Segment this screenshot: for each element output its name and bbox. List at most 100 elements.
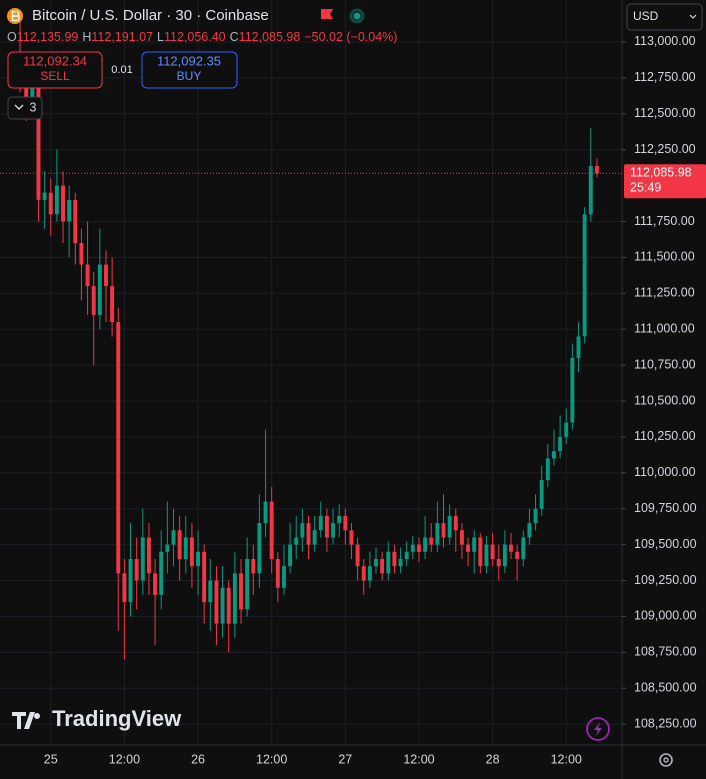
candle-body: [502, 544, 507, 567]
y-tick-label: 108,500.00: [634, 681, 697, 695]
candle-body: [67, 199, 72, 222]
y-tick-label: 110,250.00: [634, 429, 696, 443]
candle-body: [48, 192, 53, 215]
candle-body: [594, 166, 599, 174]
candle-body: [416, 544, 421, 552]
candle-body: [196, 551, 201, 567]
candle-body: [429, 537, 434, 545]
candle-body: [459, 530, 464, 545]
candle-body: [300, 523, 305, 538]
candle-body: [367, 566, 372, 581]
lightning-button[interactable]: [586, 717, 610, 741]
candle-body: [183, 537, 188, 560]
candle-body: [521, 537, 526, 560]
indicator-count: 3: [30, 100, 37, 114]
candle-body: [245, 559, 250, 610]
candle-body: [312, 530, 317, 545]
candle-body: [588, 166, 593, 215]
logo-text: TradingView: [52, 706, 182, 731]
y-tick-label: 109,000.00: [634, 609, 697, 623]
x-tick-label: 12:00: [109, 752, 140, 766]
candle-body: [208, 580, 213, 603]
candle-body: [404, 551, 409, 560]
candle-body: [73, 199, 78, 244]
candle-body: [582, 214, 587, 337]
y-tick-label: 109,750.00: [634, 501, 697, 515]
candle-body: [490, 544, 495, 560]
candle-body: [349, 530, 354, 545]
indicators-toggle[interactable]: [7, 96, 43, 120]
candle-body: [423, 537, 428, 552]
candle-body: [509, 544, 513, 552]
candles: [18, 13, 599, 660]
candle-body: [61, 185, 65, 222]
grid: [0, 0, 622, 745]
symbol-title: Bitcoin / U.S. Dollar · 30 · Coinbase: [32, 7, 269, 24]
currency-select[interactable]: [626, 3, 703, 31]
y-tick-label: 111,500.00: [634, 250, 695, 264]
x-tick-label: 26: [191, 752, 205, 766]
currency: USD: [633, 9, 659, 23]
candle-body: [116, 322, 121, 574]
x-tick-label: 12:00: [551, 752, 582, 766]
y-tick-label: 109,500.00: [634, 537, 697, 551]
candle-body: [447, 515, 452, 538]
candle-body: [410, 544, 415, 552]
y-tick-label: 110,500.00: [634, 393, 696, 407]
candle-body: [91, 286, 96, 315]
ohlc-h-label: H: [82, 30, 91, 44]
candle-body: [441, 523, 446, 538]
countdown: 25:49: [630, 181, 661, 195]
candle-body: [122, 573, 127, 603]
candle-body: [539, 480, 544, 509]
x-tick-label: 28: [486, 752, 500, 766]
candle-body: [36, 85, 41, 200]
candle-body: [257, 523, 262, 574]
candle-body: [453, 515, 458, 531]
candle-body: [478, 537, 483, 567]
y-tick-label: 110,000.00: [634, 465, 696, 479]
candle-body: [214, 580, 219, 624]
candle-body: [153, 573, 158, 595]
candle-body: [533, 508, 538, 524]
candle-body: [472, 537, 477, 552]
lightning-icon: [594, 722, 602, 736]
candle-body: [226, 587, 231, 624]
settings-button[interactable]: [659, 753, 673, 767]
ohlc-open: 112,135.99: [17, 30, 79, 44]
flag-icon[interactable]: [321, 9, 333, 19]
candle-body: [177, 530, 182, 560]
candle-body: [79, 243, 84, 265]
y-tick-label: 109,250.00: [634, 573, 697, 587]
currency-chevron: [689, 14, 697, 19]
candle-body: [232, 573, 237, 624]
candle-body: [159, 551, 164, 595]
buy-label: BUY: [177, 69, 202, 83]
market-status: [353, 12, 361, 20]
buy-button[interactable]: [141, 51, 238, 89]
ohlc-close: 112,085.98: [239, 30, 301, 44]
candle-body: [269, 501, 274, 560]
settings-icon: [663, 757, 669, 763]
spread: 0.01: [111, 64, 132, 76]
sell-button[interactable]: [7, 51, 103, 89]
candle-body: [466, 544, 471, 552]
y-tick-label: 113,000.00: [634, 34, 696, 48]
x-tick-label: 25: [44, 752, 58, 766]
sell-price: 112,092.34: [23, 53, 87, 68]
candle-body: [251, 559, 256, 574]
candle-body: [355, 544, 360, 567]
candle-body: [558, 436, 563, 452]
candle-body: [146, 537, 151, 574]
candle-body: [54, 185, 59, 215]
ohlc-c-label: C: [230, 30, 239, 44]
y-tick-label: 111,000.00: [634, 321, 695, 335]
logo-dot: [34, 713, 40, 719]
last-price: 112,085.98: [630, 166, 692, 180]
candle-body: [110, 286, 115, 323]
candle-body: [337, 515, 342, 524]
candle-body: [527, 523, 532, 538]
candle-body: [386, 551, 391, 574]
